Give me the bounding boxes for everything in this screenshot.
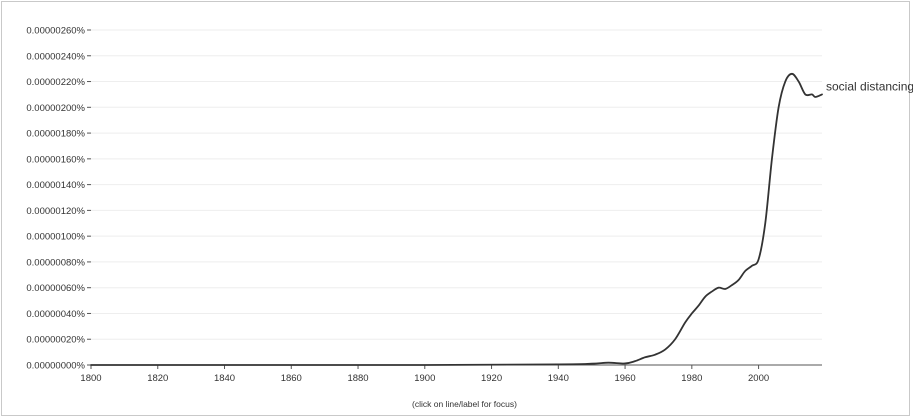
- x-tick-label: 1880: [347, 373, 368, 384]
- x-tick-label: 1940: [548, 373, 569, 384]
- y-tick-label: 0.00000160%: [26, 154, 85, 165]
- y-tick-label: 0.00000020%: [26, 335, 85, 346]
- y-tick-label: 0.00000260%: [26, 26, 85, 37]
- y-tick-label: 0.00000120%: [26, 206, 85, 217]
- x-tick-label: 2000: [748, 373, 769, 384]
- x-tick-label: 1980: [681, 373, 702, 384]
- y-tick-label: 0.00000060%: [26, 283, 85, 294]
- y-tick-label: 0.00000200%: [26, 103, 85, 114]
- y-tick-label: 0.00000040%: [26, 309, 85, 320]
- series-label[interactable]: social distancing: [826, 79, 913, 93]
- y-tick-label: 0.00000140%: [26, 180, 85, 191]
- x-tick-label: 1960: [614, 373, 635, 384]
- y-tick-label: 0.00000180%: [26, 129, 85, 140]
- x-tick-label: 1840: [214, 373, 235, 384]
- x-tick-label: 1920: [481, 373, 502, 384]
- series-layer: social distancing: [90, 72, 913, 366]
- x-tick-label: 1800: [80, 373, 101, 384]
- y-tick-label: 0.00000240%: [26, 51, 85, 62]
- x-tick-label: 1900: [414, 373, 435, 384]
- focus-hint: (click on line/label for focus): [412, 399, 517, 409]
- series-line-social-distancing[interactable]: [90, 72, 823, 366]
- y-tick-label: 0.00000100%: [26, 232, 85, 243]
- x-axis: 1800 1820 1840 1860 1880 1900 1920 1940 1960 1980…: [80, 364, 822, 384]
- x-tick-label: 1860: [281, 373, 302, 384]
- x-tick-label: 1820: [147, 373, 168, 384]
- gridlines: [91, 29, 822, 340]
- y-tick-label: 0.00000080%: [26, 257, 85, 268]
- y-axis: 0.00000260% 0.00000240% 0.00000220% 0.00000…: [26, 26, 91, 372]
- y-tick-label: 0.00000000%: [26, 361, 85, 372]
- y-tick-label: 0.00000220%: [26, 77, 85, 88]
